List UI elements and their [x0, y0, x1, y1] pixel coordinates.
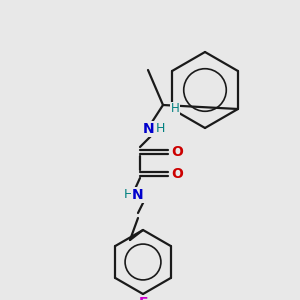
Text: F: F — [138, 296, 148, 300]
Text: H: H — [171, 103, 179, 116]
Text: N: N — [143, 122, 155, 136]
Text: H: H — [155, 122, 165, 136]
Text: H: H — [123, 188, 133, 202]
Text: O: O — [171, 145, 183, 159]
Text: N: N — [132, 188, 144, 202]
Text: O: O — [171, 167, 183, 181]
